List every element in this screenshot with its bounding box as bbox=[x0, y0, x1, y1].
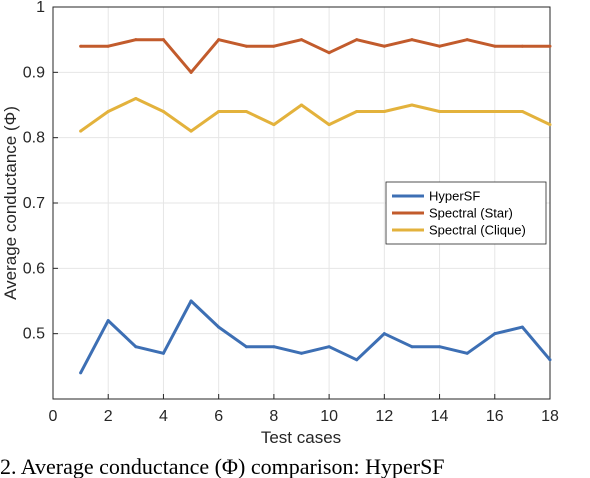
data-point-hypersf bbox=[410, 345, 414, 349]
data-series bbox=[79, 38, 552, 375]
data-point-spectral-star bbox=[189, 70, 193, 74]
figure-caption: 2. Average conductance (Φ) comparison: H… bbox=[0, 456, 445, 478]
data-point-spectral-clique bbox=[382, 110, 386, 114]
line-chart: 0 2 4 6 8 10 12 14 16 18 0.5 0.6 0.7 0.8 0.9 1 Test ca… bbox=[1, 0, 559, 447]
legend: HyperSF Spectral (Star) Spectral (Clique… bbox=[385, 181, 547, 245]
data-point-spectral-star bbox=[465, 38, 469, 42]
y-axis-label: Average conductance (Φ) bbox=[1, 106, 20, 300]
data-point-spectral-clique bbox=[520, 110, 524, 114]
y-tick-label: 0.6 bbox=[23, 260, 45, 277]
data-point-spectral-clique bbox=[272, 123, 276, 127]
legend-label-spectral-star: Spectral (Star) bbox=[429, 206, 513, 221]
data-point-spectral-clique bbox=[106, 110, 110, 114]
data-point-spectral-star bbox=[548, 44, 552, 48]
x-tick-label: 4 bbox=[159, 408, 168, 425]
data-point-hypersf bbox=[438, 345, 442, 349]
x-tick-label: 16 bbox=[486, 408, 504, 425]
data-point-spectral-clique bbox=[134, 96, 138, 100]
data-point-hypersf bbox=[134, 345, 138, 349]
data-point-hypersf bbox=[493, 332, 497, 336]
data-point-hypersf bbox=[79, 371, 83, 375]
x-tick-label: 6 bbox=[214, 408, 223, 425]
series-line-spectral-star bbox=[80, 38, 550, 74]
data-point-spectral-clique bbox=[355, 110, 359, 114]
data-point-spectral-star bbox=[300, 38, 303, 42]
data-point-spectral-star bbox=[106, 44, 110, 48]
x-tick-label: 0 bbox=[49, 408, 58, 425]
data-point-hypersf bbox=[272, 345, 276, 349]
data-point-hypersf bbox=[300, 351, 303, 355]
data-point-spectral-clique bbox=[438, 110, 442, 114]
data-point-hypersf bbox=[355, 358, 359, 362]
x-tick-label: 14 bbox=[431, 408, 449, 425]
data-point-spectral-star bbox=[79, 44, 83, 48]
data-point-spectral-star bbox=[161, 38, 165, 42]
series-line-spectral-clique bbox=[79, 97, 551, 133]
x-tick-label: 10 bbox=[320, 408, 338, 425]
x-tick-label: 18 bbox=[541, 408, 559, 425]
y-tick-label: 0.5 bbox=[23, 326, 45, 343]
data-point-spectral-star bbox=[134, 38, 138, 42]
data-point-spectral-star bbox=[244, 44, 248, 48]
data-point-hypersf bbox=[327, 345, 331, 349]
data-point-hypersf bbox=[382, 332, 386, 336]
data-point-spectral-star bbox=[438, 44, 442, 48]
series-line-hypersf bbox=[79, 299, 552, 374]
data-point-spectral-clique bbox=[189, 129, 193, 133]
data-point-spectral-clique bbox=[300, 103, 303, 107]
x-tick-label: 2 bbox=[104, 408, 113, 425]
y-tick-label: 0.7 bbox=[23, 195, 45, 212]
x-tick-label: 8 bbox=[269, 408, 278, 425]
data-point-hypersf bbox=[520, 325, 524, 329]
data-point-spectral-star bbox=[217, 38, 221, 42]
data-point-hypersf bbox=[161, 351, 165, 355]
data-point-spectral-star bbox=[272, 44, 276, 48]
data-point-hypersf bbox=[244, 345, 248, 349]
data-point-hypersf bbox=[217, 325, 221, 329]
data-point-hypersf bbox=[465, 351, 469, 355]
data-point-spectral-clique bbox=[327, 123, 331, 127]
data-point-spectral-clique bbox=[410, 103, 414, 107]
data-point-spectral-star bbox=[493, 44, 497, 48]
y-axis-ticks: 0.5 0.6 0.7 0.8 0.9 1 bbox=[23, 0, 58, 343]
data-point-hypersf bbox=[189, 299, 193, 303]
data-point-hypersf bbox=[548, 358, 552, 362]
data-point-spectral-clique bbox=[79, 129, 83, 133]
y-tick-label: 0.8 bbox=[23, 130, 45, 147]
x-axis-label: Test cases bbox=[261, 428, 341, 447]
legend-label-spectral-clique: Spectral (Clique) bbox=[429, 223, 526, 238]
data-point-spectral-star bbox=[327, 51, 331, 55]
legend-label-hypersf: HyperSF bbox=[429, 189, 480, 204]
data-point-spectral-clique bbox=[548, 123, 552, 127]
data-point-spectral-clique bbox=[493, 110, 497, 114]
x-axis-ticks: 0 2 4 6 8 10 12 14 16 18 bbox=[49, 394, 559, 425]
data-point-spectral-clique bbox=[217, 110, 221, 114]
y-tick-label: 0.9 bbox=[23, 64, 45, 81]
data-point-spectral-star bbox=[355, 38, 359, 42]
data-point-spectral-clique bbox=[244, 110, 248, 114]
data-point-hypersf bbox=[106, 319, 110, 323]
x-tick-label: 12 bbox=[375, 408, 393, 425]
data-point-spectral-star bbox=[382, 44, 386, 48]
data-point-spectral-clique bbox=[465, 110, 469, 114]
data-point-spectral-star bbox=[410, 38, 414, 42]
y-tick-label: 1 bbox=[36, 0, 45, 16]
data-point-spectral-clique bbox=[161, 110, 165, 114]
data-point-spectral-star bbox=[520, 44, 524, 48]
